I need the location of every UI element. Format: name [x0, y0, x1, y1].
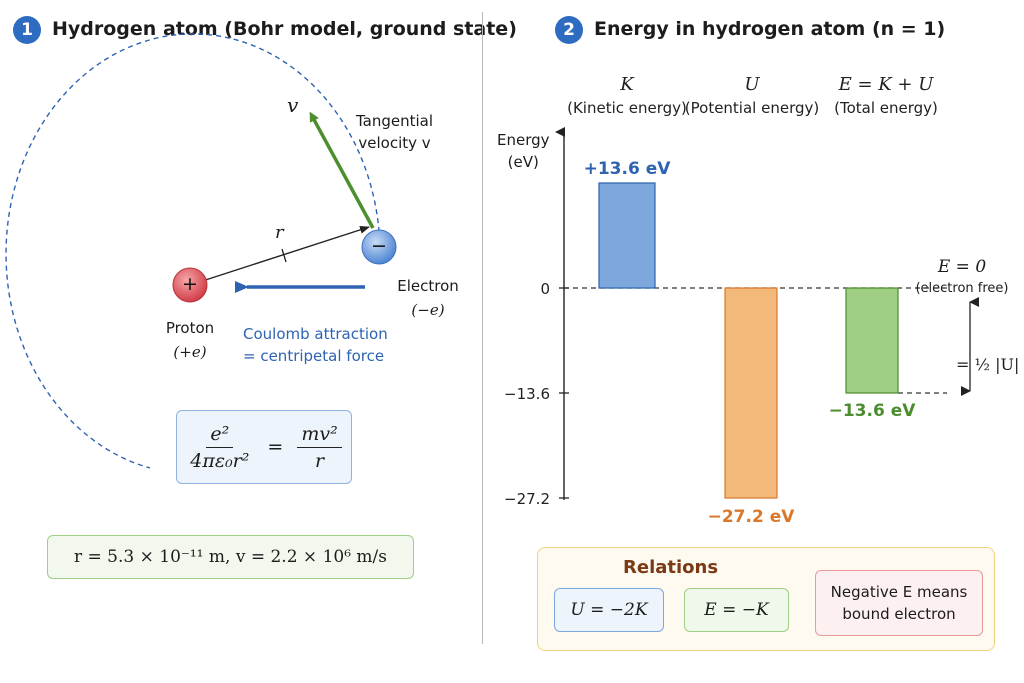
relation-negative-e: Negative E means bound electron — [815, 570, 983, 636]
coulomb-label: Coulomb attraction = centripetal force — [243, 323, 388, 367]
section-2-badge: 2 — [555, 16, 583, 44]
y-axis-label-line1: Energy — [497, 131, 550, 149]
relations-box: Relations U = −2K E = −K Negative E mean… — [537, 547, 995, 651]
header-potential: U (Potential energy) — [685, 74, 819, 117]
coulomb-label-line1: Coulomb attraction — [243, 325, 388, 343]
relation-negative-e-line1: Negative E means — [830, 583, 968, 601]
formula-equals: = — [267, 436, 284, 458]
y-tick-label: −27.2 — [504, 490, 550, 508]
proton-circle — [172, 267, 208, 303]
force-balance-formula: e² 4πε₀r² = mv² r — [176, 410, 352, 484]
electron-symbol: − — [371, 235, 387, 257]
tangential-label-line2: velocity v — [358, 134, 431, 152]
relations-title: Relations — [623, 557, 719, 578]
energy-bar-chart: 0 −13.6 −27.2 +13.6 eV −27.2 eV −13.6 eV — [504, 127, 979, 527]
y-axis-label: Energy (eV) — [497, 129, 550, 173]
energy-bar — [724, 287, 778, 499]
orbit-values-box: r = 5.3 × 10⁻¹¹ m, v = 2.2 × 10⁶ m/s — [47, 535, 414, 579]
tangential-label-line1: Tangential — [356, 112, 434, 130]
e-zero-subtext: (electron free) — [915, 281, 1009, 296]
radius-line — [189, 225, 370, 286]
formula-lhs-numerator: e² — [206, 423, 234, 448]
electron-circle — [361, 229, 397, 265]
bar-value-label: −13.6 eV — [829, 401, 917, 421]
coulomb-label-line2: = centripetal force — [243, 347, 385, 365]
proton-label-text: Proton — [165, 319, 215, 337]
orbit-values-text: r = 5.3 × 10⁻¹¹ m, v = 2.2 × 10⁶ m/s — [74, 547, 387, 567]
bar-value-label: +13.6 eV — [584, 159, 672, 179]
electron-label: Electron (−e) — [389, 274, 467, 322]
header-kinetic-desc: (Kinetic energy) — [567, 99, 687, 117]
y-axis-label-line2: (eV) — [507, 153, 539, 171]
electron-label-text: Electron — [397, 277, 459, 295]
bohr-atom-diagram — [5, 33, 397, 469]
velocity-arrow — [309, 111, 375, 229]
proton-symbol: + — [182, 273, 198, 295]
tangential-label: Tangential velocity v — [356, 110, 433, 154]
half-u-label: = ½ |U| — [956, 355, 1020, 374]
relation-negative-e-line2: bound electron — [842, 605, 956, 623]
proton-charge: (+e) — [173, 343, 207, 361]
header-potential-desc: (Potential energy) — [684, 99, 820, 117]
relation-e-minus-k-text: E = −K — [704, 600, 769, 620]
header-total: E = K + U (Total energy) — [834, 74, 938, 117]
header-potential-symbol: U — [744, 74, 760, 95]
orbit-path — [5, 33, 381, 469]
bar-value-label: −27.2 eV — [708, 507, 796, 527]
relation-u-minus-2k: U = −2K — [554, 588, 664, 632]
energy-bar — [845, 287, 899, 394]
header-total-symbol: E = K + U — [838, 74, 934, 95]
formula-lhs: e² 4πε₀r² — [186, 423, 253, 472]
proton-label: Proton (+e) — [160, 316, 220, 364]
energy-bar — [598, 182, 656, 289]
formula-rhs: mv² r — [297, 423, 342, 472]
relation-e-minus-k: E = −K — [684, 588, 789, 632]
electron-charge: (−e) — [411, 301, 445, 319]
e-zero-label: E = 0 (electron free) — [910, 256, 1014, 300]
formula-rhs-numerator: mv² — [297, 423, 342, 448]
header-total-desc: (Total energy) — [834, 99, 938, 117]
y-tick-label: −13.6 — [504, 385, 550, 403]
radius-symbol: r — [275, 222, 284, 243]
section-1-title: Hydrogen atom (Bohr model, ground state) — [52, 18, 517, 40]
velocity-symbol: v — [287, 93, 299, 117]
relation-u-minus-2k-text: U = −2K — [570, 600, 648, 620]
header-kinetic: K (Kinetic energy) — [567, 74, 687, 117]
section-1-badge: 1 — [13, 16, 41, 44]
formula-rhs-denominator: r — [314, 449, 325, 472]
e-zero-symbol: E = 0 — [937, 257, 987, 277]
formula-lhs-denominator: 4πε₀r² — [190, 449, 250, 472]
panel-divider — [482, 12, 483, 644]
header-kinetic-symbol: K — [620, 74, 634, 95]
y-tick-label: 0 — [540, 280, 550, 298]
section-2-title: Energy in hydrogen atom (n = 1) — [594, 18, 946, 40]
